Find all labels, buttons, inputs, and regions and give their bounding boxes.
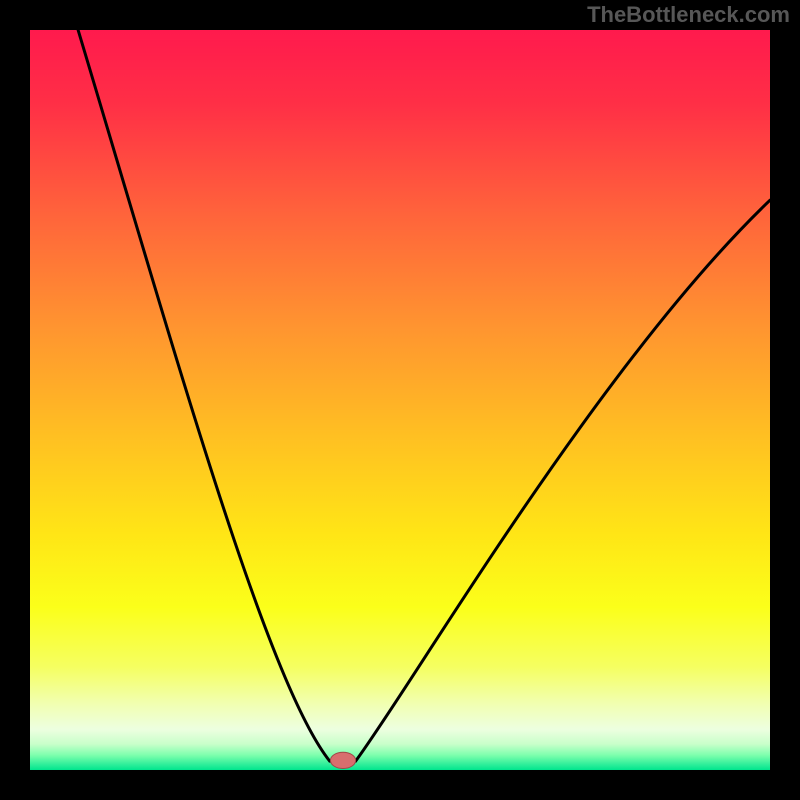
watermark-text: TheBottleneck.com <box>587 2 790 28</box>
chart-container: TheBottleneck.com <box>0 0 800 800</box>
plot-background <box>30 30 770 770</box>
optimum-marker <box>330 752 355 768</box>
bottleneck-chart <box>0 0 800 800</box>
